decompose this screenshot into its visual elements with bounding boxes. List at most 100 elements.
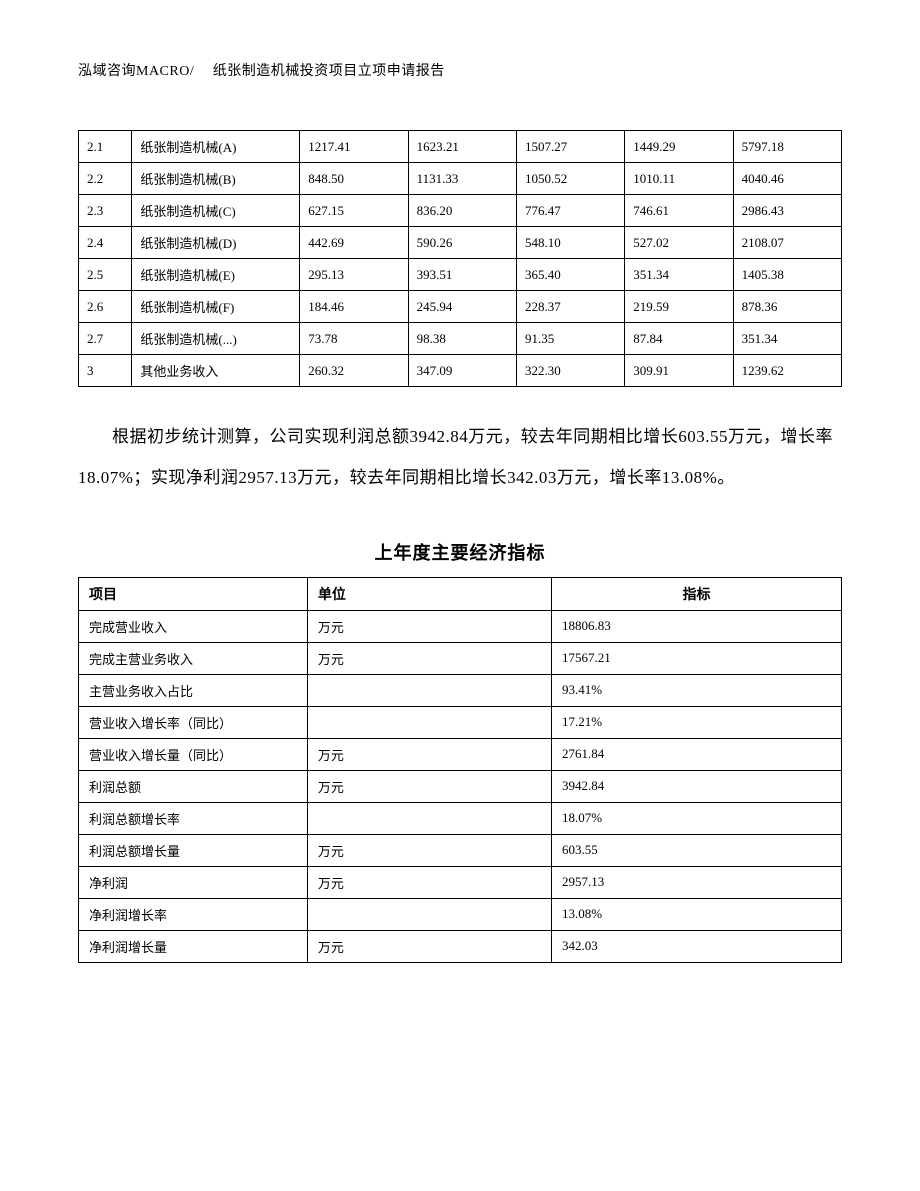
table-row: 3其他业务收入260.32347.09322.30309.911239.62 [79,355,842,387]
summary-paragraph: 根据初步统计测算，公司实现利润总额3942.84万元，较去年同期相比增长603.… [78,417,842,499]
col-header-indicator: 指标 [552,577,842,610]
table-cell: 营业收入增长量（同比） [79,738,308,770]
table-cell: 1449.29 [625,131,733,163]
revenue-breakdown-table: 2.1纸张制造机械(A)1217.411623.211507.271449.29… [78,130,842,387]
table-cell: 2.4 [79,227,132,259]
table-cell: 万元 [307,610,551,642]
table-row: 2.4纸张制造机械(D)442.69590.26548.10527.022108… [79,227,842,259]
table-cell: 98.38 [408,323,516,355]
table-row: 2.3纸张制造机械(C)627.15836.20776.47746.612986… [79,195,842,227]
table-cell: 18.07% [552,802,842,834]
table-cell: 万元 [307,930,551,962]
table-cell: 228.37 [516,291,624,323]
table-row: 营业收入增长率（同比） 17.21% [79,706,842,738]
table-cell: 1050.52 [516,163,624,195]
table-cell: 纸张制造机械(...) [132,323,300,355]
table-cell: 836.20 [408,195,516,227]
table-cell: 净利润 [79,866,308,898]
table-cell: 184.46 [300,291,408,323]
table-cell: 2986.43 [733,195,841,227]
table-header-row: 项目 单位 指标 [79,577,842,610]
table-cell: 1131.33 [408,163,516,195]
table-cell: 18806.83 [552,610,842,642]
table-cell: 746.61 [625,195,733,227]
table-cell: 1239.62 [733,355,841,387]
table-cell: 2.3 [79,195,132,227]
table-cell: 2.7 [79,323,132,355]
table-cell: 1010.11 [625,163,733,195]
table-row: 2.1纸张制造机械(A)1217.411623.211507.271449.29… [79,131,842,163]
table-cell: 纸张制造机械(D) [132,227,300,259]
table-cell: 2.2 [79,163,132,195]
table-cell: 其他业务收入 [132,355,300,387]
table-row: 2.2纸张制造机械(B)848.501131.331050.521010.114… [79,163,842,195]
table-cell: 2957.13 [552,866,842,898]
table-cell: 利润总额增长率 [79,802,308,834]
table-cell: 利润总额 [79,770,308,802]
table-cell: 848.50 [300,163,408,195]
table-cell: 纸张制造机械(A) [132,131,300,163]
table-row: 2.7纸张制造机械(...)73.7898.3891.3587.84351.34 [79,323,842,355]
table-cell: 万元 [307,738,551,770]
table-cell: 322.30 [516,355,624,387]
table-cell: 245.94 [408,291,516,323]
table-cell: 351.34 [625,259,733,291]
table-row: 完成主营业务收入万元17567.21 [79,642,842,674]
table-cell: 营业收入增长率（同比） [79,706,308,738]
table-cell: 219.59 [625,291,733,323]
table-cell: 878.36 [733,291,841,323]
table-cell: 13.08% [552,898,842,930]
table-cell: 万元 [307,642,551,674]
table-cell: 万元 [307,770,551,802]
table-cell: 净利润增长率 [79,898,308,930]
table-cell: 4040.46 [733,163,841,195]
table-cell: 5797.18 [733,131,841,163]
table-cell: 万元 [307,834,551,866]
table-row: 2.6纸张制造机械(F)184.46245.94228.37219.59878.… [79,291,842,323]
table-cell: 主营业务收入占比 [79,674,308,706]
table-cell [307,706,551,738]
table-cell: 393.51 [408,259,516,291]
table-cell [307,898,551,930]
table-row: 主营业务收入占比93.41% [79,674,842,706]
table-cell: 347.09 [408,355,516,387]
table-row: 净利润增长量万元342.03 [79,930,842,962]
table-row: 利润总额增长率 18.07% [79,802,842,834]
indicators-table-title: 上年度主要经济指标 [78,539,842,565]
table-cell: 1217.41 [300,131,408,163]
table-row: 完成营业收入万元18806.83 [79,610,842,642]
table-cell: 548.10 [516,227,624,259]
table-row: 利润总额增长量万元603.55 [79,834,842,866]
table-cell: 295.13 [300,259,408,291]
table-cell: 3942.84 [552,770,842,802]
table-cell: 627.15 [300,195,408,227]
col-header-unit: 单位 [307,577,551,610]
table-cell: 87.84 [625,323,733,355]
table-row: 2.5纸张制造机械(E)295.13393.51365.40351.341405… [79,259,842,291]
table-cell: 603.55 [552,834,842,866]
page-header: 泓域咨询MACRO/ 纸张制造机械投资项目立项申请报告 [78,60,842,80]
table-row: 净利润万元2957.13 [79,866,842,898]
table-cell: 342.03 [552,930,842,962]
table-cell: 纸张制造机械(F) [132,291,300,323]
table-cell: 纸张制造机械(C) [132,195,300,227]
table-cell: 纸张制造机械(B) [132,163,300,195]
table-cell: 2108.07 [733,227,841,259]
table-cell: 完成主营业务收入 [79,642,308,674]
table-row: 利润总额万元3942.84 [79,770,842,802]
table-cell [307,802,551,834]
table-cell: 2.5 [79,259,132,291]
table-cell: 2.1 [79,131,132,163]
table-cell: 净利润增长量 [79,930,308,962]
table-cell: 1507.27 [516,131,624,163]
table-cell: 260.32 [300,355,408,387]
col-header-project: 项目 [79,577,308,610]
table-cell: 17.21% [552,706,842,738]
table-cell: 365.40 [516,259,624,291]
table-cell: 91.35 [516,323,624,355]
table-cell [307,674,551,706]
table-cell: 17567.21 [552,642,842,674]
economic-indicators-table: 项目 单位 指标 完成营业收入万元18806.83完成主营业务收入万元17567… [78,577,842,963]
table-cell: 442.69 [300,227,408,259]
table-cell: 73.78 [300,323,408,355]
